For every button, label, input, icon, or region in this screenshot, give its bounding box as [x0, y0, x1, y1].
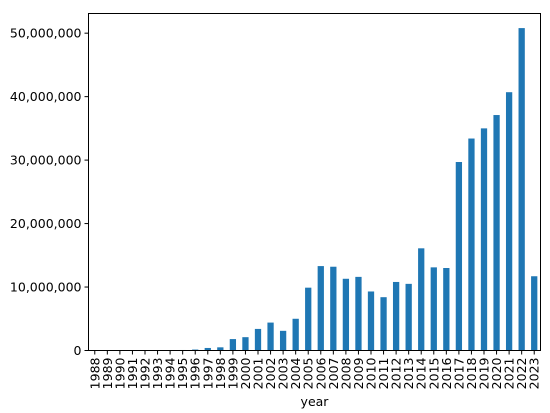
- bar-2003: [279, 330, 287, 351]
- bar-2002: [267, 322, 274, 351]
- y-tick-label: 50,000,000: [10, 26, 82, 41]
- y-tick-label: 10,000,000: [10, 280, 82, 295]
- y-axis: 0 10,000,000 20,000,000 30,000,000 40,000,00…: [10, 26, 89, 358]
- bar-2007: [330, 266, 337, 351]
- x-tick-label: 2021: [502, 358, 517, 390]
- x-tick-label: 1997: [200, 358, 215, 390]
- x-tick-label: 1994: [163, 357, 178, 389]
- x-tick-label: 1990: [112, 357, 127, 389]
- x-tick-label: 1995: [175, 358, 190, 390]
- x-axis: 1988198919901991199219931994199519961997…: [87, 350, 542, 390]
- bar-2016: [443, 268, 450, 351]
- x-tick-label: 1991: [125, 358, 140, 390]
- x-tick-label: 1996: [188, 357, 203, 389]
- x-tick-label: 1989: [100, 357, 115, 389]
- y-tick-label: 0: [74, 343, 82, 358]
- bar-2006: [317, 266, 324, 351]
- x-tick-label: 2016: [439, 357, 454, 389]
- bar-2015: [430, 267, 437, 351]
- bar-2011: [380, 297, 387, 351]
- bar-2020: [493, 115, 500, 351]
- bar-1998: [217, 347, 224, 351]
- bar-2023: [531, 276, 538, 351]
- x-tick-label: 2005: [301, 358, 316, 390]
- bar-2005: [305, 287, 312, 351]
- bars-group: [91, 28, 538, 351]
- bar-2019: [480, 128, 488, 351]
- x-tick-label: 1988: [87, 357, 102, 389]
- x-tick-label: 2017: [451, 358, 466, 390]
- x-tick-label: 2000: [238, 357, 253, 389]
- bar-2021: [505, 92, 513, 351]
- bar-2018: [468, 138, 475, 351]
- y-tick-label: 30,000,000: [10, 153, 82, 168]
- x-tick-label: 2006: [313, 357, 328, 389]
- bar-2014: [418, 248, 425, 351]
- x-tick-label: 2009: [351, 357, 366, 389]
- x-tick-label: 2007: [326, 358, 341, 390]
- x-tick-label: 1992: [138, 358, 153, 390]
- x-tick-label: 1999: [225, 357, 240, 389]
- x-tick-label: 2002: [263, 358, 278, 390]
- bar-2012: [392, 281, 400, 351]
- x-tick-label: 2003: [276, 358, 291, 390]
- bar-2000: [242, 337, 249, 351]
- x-tick-label: 2008: [338, 357, 353, 389]
- bar-2004: [292, 318, 299, 351]
- plot-frame: [88, 13, 541, 351]
- bar-2008: [342, 278, 350, 351]
- y-tick-label: 40,000,000: [10, 89, 82, 104]
- bar-2022: [518, 28, 525, 351]
- x-tick-label: 2013: [401, 358, 416, 390]
- bar-2013: [405, 283, 412, 351]
- bar-1999: [229, 339, 237, 351]
- x-tick-label: 2004: [288, 357, 303, 389]
- bar-2009: [355, 276, 362, 351]
- x-tick-label: 1998: [213, 357, 228, 389]
- bar-2001: [254, 328, 262, 351]
- y-tick-label: 20,000,000: [10, 216, 82, 231]
- x-tick-label: 2001: [251, 358, 266, 390]
- bar-2010: [367, 291, 375, 351]
- x-tick-label: 2022: [514, 358, 529, 390]
- x-tick-label: 2012: [389, 358, 404, 390]
- x-tick-label: 2014: [414, 357, 429, 389]
- x-tick-label: 2019: [477, 357, 492, 389]
- x-tick-label: 2023: [527, 358, 542, 390]
- x-tick-label: 1993: [150, 358, 165, 390]
- x-tick-label: 2010: [364, 357, 379, 389]
- x-tick-label: 2018: [464, 357, 479, 389]
- x-tick-label: 2020: [489, 357, 504, 389]
- bar-2017: [455, 162, 463, 351]
- x-tick-label: 2011: [376, 358, 391, 390]
- x-tick-label: 2015: [426, 358, 441, 390]
- bar-1997: [204, 347, 211, 351]
- x-axis-title: year: [301, 394, 330, 409]
